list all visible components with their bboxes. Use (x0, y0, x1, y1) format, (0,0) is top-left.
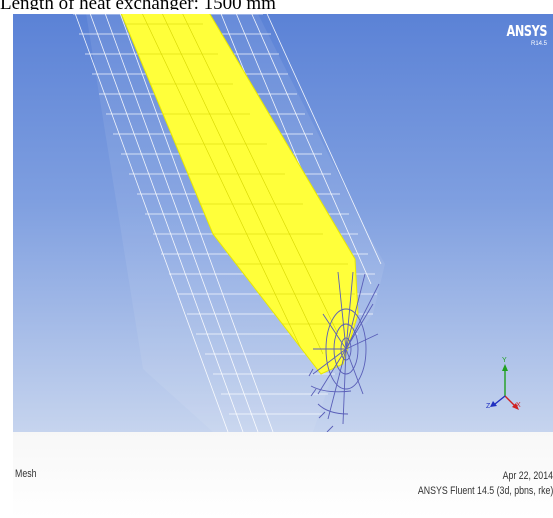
mesh-geometry: Y X Z (68, 14, 521, 432)
view-title: Mesh (15, 468, 37, 480)
axis-x-label: X (516, 402, 521, 409)
graphics-viewport[interactable]: Y X Z ANSYS R14.5 (13, 14, 553, 432)
footer-bar: Mesh Apr 22, 2014 ANSYS Fluent 14.5 (3d,… (13, 432, 553, 518)
logo-text: ANSYS (506, 22, 547, 40)
solver-info: ANSYS Fluent 14.5 (3d, pbns, rke) (417, 485, 553, 497)
inner-tube (120, 14, 359, 375)
axis-y-label: Y (502, 357, 507, 364)
axis-triad (490, 364, 519, 410)
figure-caption: Length of heat exchanger: 1500 mm (0, 0, 553, 10)
timestamp: Apr 22, 2014 (502, 470, 553, 482)
ansys-logo: ANSYS R14.5 (493, 22, 547, 47)
logo-version: R14.5 (530, 41, 547, 47)
end-cap-mesh (308, 271, 380, 432)
axis-z-label: Z (486, 403, 491, 410)
